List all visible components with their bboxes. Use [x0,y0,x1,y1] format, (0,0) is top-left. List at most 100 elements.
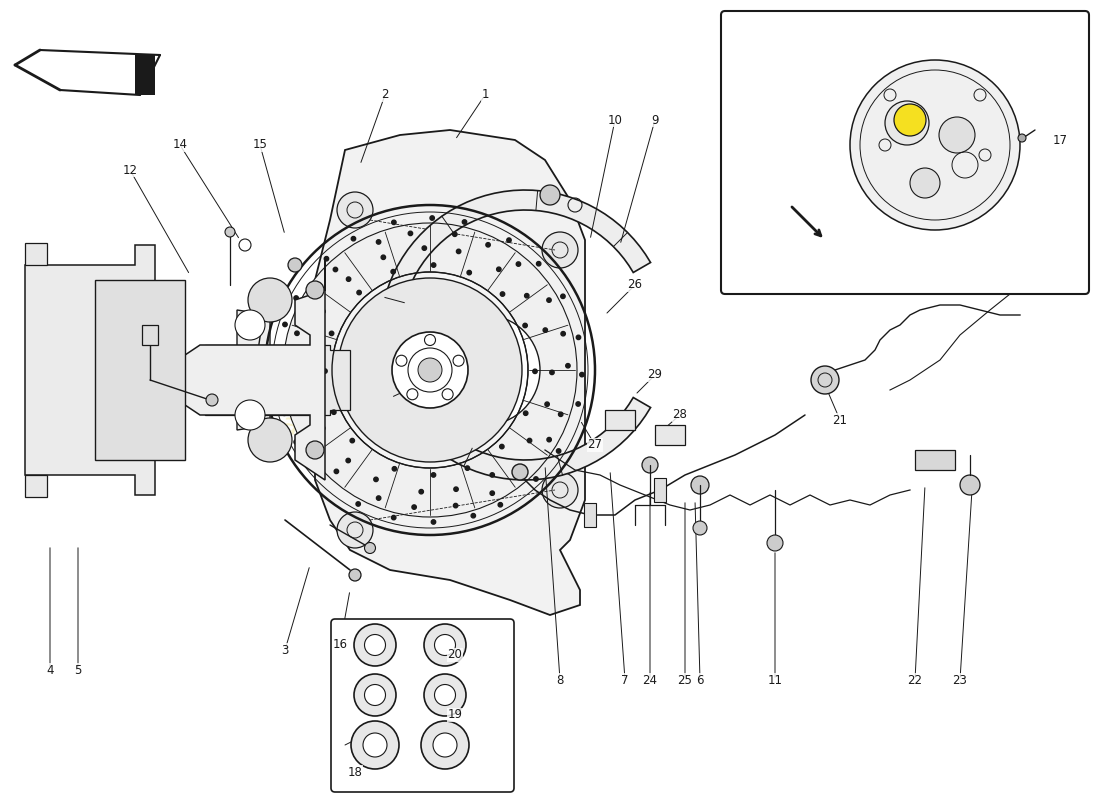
Text: 4: 4 [46,663,54,677]
Text: 6: 6 [696,674,704,686]
Text: 3: 3 [282,643,288,657]
Text: 11: 11 [768,674,782,686]
Circle shape [363,733,387,757]
Circle shape [381,255,385,259]
Text: 9: 9 [651,114,659,126]
Circle shape [490,491,494,495]
Circle shape [434,634,455,655]
Text: 7: 7 [621,674,629,686]
Circle shape [282,411,286,415]
Circle shape [543,328,548,332]
Text: 14: 14 [173,138,187,151]
Circle shape [321,310,326,314]
Circle shape [430,315,540,425]
Circle shape [396,355,407,366]
Circle shape [522,323,527,328]
Circle shape [453,355,464,366]
Circle shape [364,542,375,554]
Circle shape [499,444,504,449]
Circle shape [512,464,528,480]
Circle shape [496,267,500,271]
Circle shape [691,476,710,494]
Circle shape [525,294,529,298]
Circle shape [547,438,551,442]
FancyBboxPatch shape [720,11,1089,294]
Text: 21: 21 [833,414,847,426]
Bar [25,475,47,497]
Circle shape [542,232,578,268]
Circle shape [559,412,563,417]
Circle shape [324,257,329,261]
Circle shape [289,366,294,370]
Bar [25,243,47,265]
Circle shape [346,458,351,462]
Circle shape [376,496,381,500]
Circle shape [351,721,399,769]
Circle shape [329,331,333,335]
Text: 20: 20 [448,649,462,662]
Circle shape [306,441,324,459]
Polygon shape [135,55,155,95]
Circle shape [894,104,926,136]
Circle shape [442,389,453,400]
Circle shape [418,358,442,382]
Circle shape [532,369,537,374]
Circle shape [1018,134,1026,142]
Bar [584,503,596,527]
Circle shape [471,514,475,518]
Text: 17: 17 [1053,134,1067,146]
Circle shape [642,457,658,473]
Circle shape [454,487,459,491]
Text: 27: 27 [587,438,603,451]
Polygon shape [205,345,350,415]
Circle shape [294,296,298,300]
Text: 28: 28 [672,409,688,422]
Circle shape [312,443,317,447]
Circle shape [811,366,839,394]
Circle shape [307,351,311,355]
Circle shape [693,521,707,535]
Polygon shape [95,280,185,460]
Circle shape [456,250,461,254]
Circle shape [960,475,980,495]
Circle shape [540,185,560,205]
Circle shape [356,290,361,294]
Circle shape [425,334,436,346]
Circle shape [392,332,468,408]
Circle shape [550,370,554,374]
Circle shape [486,242,491,247]
FancyBboxPatch shape [331,619,514,792]
Text: 22: 22 [908,674,923,686]
Circle shape [452,232,456,237]
Polygon shape [315,130,585,615]
Text: 26: 26 [627,278,642,291]
Circle shape [331,410,335,414]
Circle shape [288,258,302,272]
Text: 2: 2 [382,89,388,102]
Text: 10: 10 [607,114,623,126]
Text: 29: 29 [648,369,662,382]
Circle shape [534,477,538,481]
Circle shape [235,310,265,340]
Circle shape [376,240,381,244]
Text: 12: 12 [122,163,138,177]
Circle shape [424,624,466,666]
Circle shape [498,502,503,507]
Circle shape [431,473,436,477]
Circle shape [206,394,218,406]
Circle shape [424,674,466,716]
Circle shape [354,674,396,716]
Circle shape [431,520,436,524]
Circle shape [332,272,528,468]
Text: 24: 24 [642,674,658,686]
Circle shape [351,237,355,241]
Circle shape [542,472,578,508]
Circle shape [337,512,373,548]
Circle shape [411,505,416,510]
Circle shape [557,449,561,453]
Text: 23: 23 [953,674,967,686]
Circle shape [338,278,522,462]
Circle shape [306,281,324,299]
Polygon shape [381,190,650,480]
Circle shape [320,426,324,430]
